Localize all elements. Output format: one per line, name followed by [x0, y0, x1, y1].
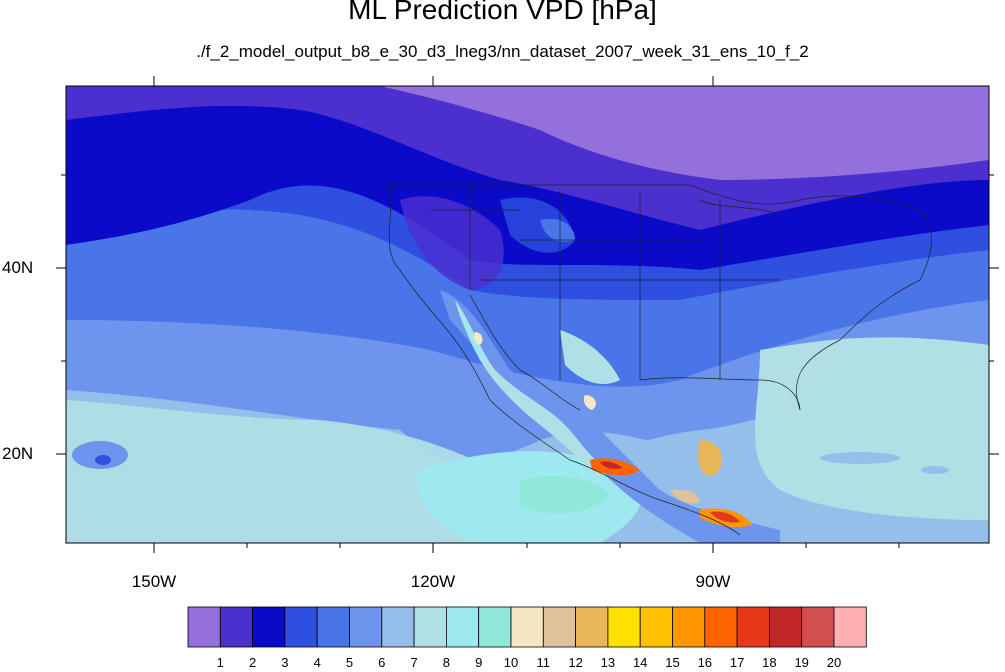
- lat-label-20n: 20N: [2, 444, 34, 463]
- colorbar-tick-label: 17: [729, 655, 745, 670]
- colorbar-swatch: [704, 606, 738, 648]
- lon-label-150w: 150W: [131, 572, 177, 591]
- colorbar-swatch: [413, 606, 447, 648]
- colorbar-swatch: [252, 606, 286, 648]
- colorbar-swatch: [542, 606, 576, 648]
- lat-label-40n: 40N: [2, 258, 34, 277]
- colorbar-tick-label: 2: [248, 655, 257, 670]
- colorbar-swatch: [478, 606, 512, 648]
- colorbar-swatch: [187, 606, 221, 648]
- colorbar-swatch: [316, 606, 350, 648]
- colorbar-tick-label: 12: [568, 655, 583, 670]
- colorbar-tick-label: 9: [475, 655, 483, 670]
- colorbar-tick-label: 5: [345, 655, 354, 670]
- colorbar-tick-label: 15: [665, 655, 680, 670]
- axis-ticks: [56, 76, 999, 553]
- colorbar-swatch: [445, 606, 480, 648]
- colorbar-swatch: [801, 606, 835, 648]
- colorbar-swatch: [284, 606, 318, 648]
- coastlines: [388, 184, 932, 536]
- colorbar-tick-label: 16: [697, 655, 713, 670]
- colorbar-tick-label: 14: [632, 655, 648, 670]
- colorbar-tick-label: 8: [442, 655, 451, 670]
- colorbar-swatch: [833, 606, 867, 648]
- colorbar-swatch: [349, 606, 383, 648]
- colorbar-swatch: [219, 606, 254, 648]
- colorbar-swatch: [381, 606, 415, 648]
- vpd-field: [66, 86, 989, 543]
- colorbar-tick-label: 19: [794, 655, 809, 670]
- map-title: ML Prediction VPD [hPa]: [348, 0, 657, 25]
- colorbar-tick-label: 10: [503, 655, 519, 670]
- colorbar-tick-label: 6: [378, 655, 386, 670]
- lon-label-90w: 90W: [695, 572, 731, 591]
- colorbar-tick-label: 1: [216, 655, 224, 670]
- colorbar-swatch: [769, 606, 803, 648]
- colorbar-tick-label: 11: [536, 655, 551, 670]
- colorbar: [187, 606, 867, 648]
- colorbar-swatch: [672, 606, 706, 648]
- colorbar-tick-label: 3: [281, 655, 289, 670]
- colorbar-swatch: [736, 606, 770, 648]
- map-subtitle: ./f_2_model_output_b8_e_30_d3_lneg3/nn_d…: [196, 42, 809, 61]
- colorbar-swatch: [575, 606, 609, 648]
- colorbar-tick-label: 4: [313, 655, 321, 670]
- colorbar-swatch: [639, 606, 673, 648]
- colorbar-tick-label: 13: [600, 655, 616, 670]
- colorbar-tick-label: 7: [410, 655, 418, 670]
- colorbar-swatch: [510, 606, 544, 648]
- colorbar-swatch: [607, 606, 641, 648]
- colorbar-tick-label: 20: [826, 655, 842, 670]
- colorbar-tick-label: 18: [762, 655, 777, 670]
- lon-label-120w: 120W: [410, 572, 456, 591]
